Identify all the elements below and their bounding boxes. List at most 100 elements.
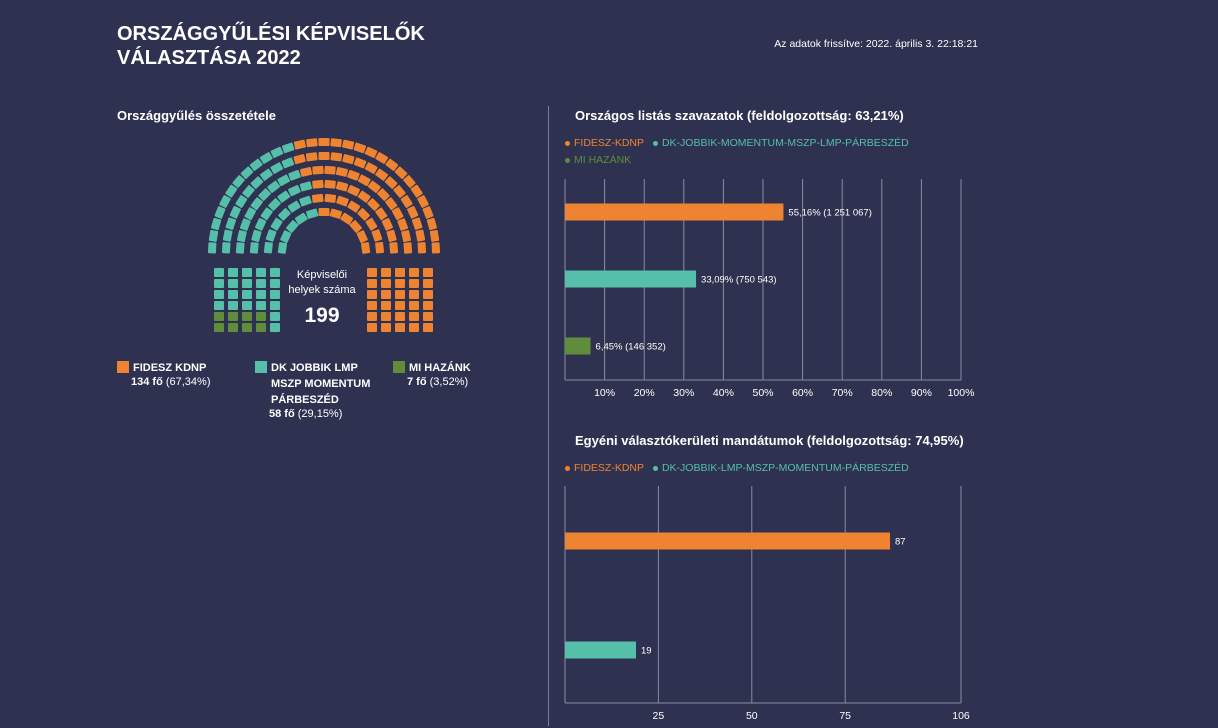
parliament-seat xyxy=(214,323,224,332)
parliament-seat xyxy=(423,268,433,277)
parliament-seat xyxy=(377,188,390,201)
parliament-seat xyxy=(214,290,224,299)
parliament-seat xyxy=(214,268,224,277)
parliament-seat xyxy=(394,166,408,179)
parliament-seat xyxy=(381,312,391,321)
parliament-seat xyxy=(371,229,383,242)
parliament-seat xyxy=(214,312,224,321)
parliament-seat xyxy=(417,195,429,208)
parliament-seat xyxy=(305,152,318,162)
parliament-seat xyxy=(381,218,394,231)
parliament-seat xyxy=(256,279,266,288)
parliament-seat xyxy=(353,157,367,169)
parliament-seat xyxy=(395,312,405,321)
parliament-seat xyxy=(385,158,399,171)
x-tick-label: 100% xyxy=(948,387,975,399)
parliament-seat xyxy=(242,290,252,299)
parliament-seat xyxy=(365,217,378,231)
parliament-seat xyxy=(367,312,377,321)
x-tick-label: 75 xyxy=(839,710,851,722)
parliament-seat xyxy=(393,185,406,198)
parliament-seat xyxy=(410,184,423,198)
parliament-seat xyxy=(409,323,419,332)
legend-dot xyxy=(565,465,570,471)
bar-data-label: 55,16% (1 251 067) xyxy=(788,208,871,219)
parliament-hemicycle-chart xyxy=(207,138,441,332)
parliament-seat xyxy=(411,217,423,230)
parliament-seat xyxy=(381,268,391,277)
parliament-seat xyxy=(228,323,238,332)
parliament-title: Országgyűlés összetétele xyxy=(117,108,276,123)
parliament-seat xyxy=(277,174,291,187)
parliament-seat xyxy=(256,323,266,332)
parliament-seat xyxy=(235,242,245,254)
parliament-seat xyxy=(265,229,277,242)
parliament-seat xyxy=(214,279,224,288)
parliament-seat xyxy=(367,290,377,299)
page-title: ORSZÁGGYŰLÉSI KÉPVISELŐK VÁLASZTÁSA 2022 xyxy=(117,22,425,70)
parliament-seat xyxy=(256,312,266,321)
list-votes-chart-legend: FIDESZ-KDNP DK-JOBBIK-MOMENTUM-MSZP-LMP-… xyxy=(565,135,945,169)
parliament-seat xyxy=(330,138,342,148)
parliament-seat xyxy=(306,138,318,148)
parliament-seat xyxy=(225,217,237,230)
parliament-seat xyxy=(258,188,271,201)
parliament-seat xyxy=(260,207,273,221)
parliament-seat xyxy=(423,301,433,310)
legend-name-fidesz: FIDESZ KDNP xyxy=(133,362,207,374)
legend-swatch-opposition xyxy=(255,361,267,373)
parliament-seat xyxy=(395,301,405,310)
district-mandates-chart-legend: FIDESZ-KDNP DK-JOBBIK-LMP-MSZP-MOMENTUM-… xyxy=(565,460,945,477)
parliament-seat xyxy=(207,242,217,254)
parliament-seat xyxy=(240,166,254,179)
legend-item-fidesz: FIDESZ KDNP 134 fő (67,34%) xyxy=(117,360,247,400)
parliament-seat xyxy=(299,195,312,207)
parliament-seat xyxy=(229,205,241,219)
parliament-seat xyxy=(329,208,342,219)
parliament-seat xyxy=(277,242,288,254)
parliament-seat xyxy=(381,290,391,299)
parliament-seat xyxy=(423,323,433,332)
parliament-seat xyxy=(356,230,368,243)
parliament-seat xyxy=(364,146,378,159)
parliament-seat xyxy=(256,301,266,310)
x-tick-label: 40% xyxy=(713,387,734,399)
parliament-seat xyxy=(267,180,281,193)
parliament-seat xyxy=(375,168,389,181)
parliament-seat xyxy=(347,184,360,197)
parliament-seat xyxy=(389,242,399,254)
parliament-seat xyxy=(375,241,385,254)
parliament-seat xyxy=(367,198,380,211)
parliament-seat xyxy=(237,230,247,243)
legend-label: DK-JOBBIK-MOMENTUM-MSZP-LMP-PÁRBESZÉD xyxy=(661,137,909,149)
legend-name-mi-hazank: MI HAZÁNK xyxy=(409,362,471,374)
legend-count-fidesz: 134 fő (67,34%) xyxy=(131,376,211,388)
parliament-seat xyxy=(409,290,419,299)
parliament-seat xyxy=(381,323,391,332)
parliament-seat xyxy=(278,208,291,221)
x-tick-label: 20% xyxy=(634,387,655,399)
x-tick-label: 50 xyxy=(746,710,758,722)
x-tick-label: 50% xyxy=(752,387,773,399)
page-title-line-1: ORSZÁGGYŰLÉSI KÉPVISELŐK xyxy=(117,23,425,45)
x-tick-label: 70% xyxy=(832,387,853,399)
parliament-seat xyxy=(415,229,426,242)
parliament-seat xyxy=(381,279,391,288)
parliament-seat xyxy=(349,220,362,233)
parliament-seat xyxy=(409,279,419,288)
parliament-seat xyxy=(367,279,377,288)
parliament-seat xyxy=(287,200,301,213)
parliament-seat xyxy=(244,207,257,221)
parliament-seat xyxy=(270,290,280,299)
parliament-seat xyxy=(228,290,238,299)
bar-data-label: 33,09% (750 543) xyxy=(701,275,777,286)
legend-entry-fidesz-kdnp: FIDESZ-KDNP xyxy=(565,137,644,149)
parliament-seat xyxy=(426,217,437,231)
list-votes-bar-chart: 10% 20% 30% 40% 50% 60% 70% 80% 90% 100% 55,16% (1… xyxy=(564,179,975,399)
parliament-seat xyxy=(403,242,413,254)
parliament-seat xyxy=(353,142,367,154)
legend-dot xyxy=(652,465,658,471)
x-tick-label: 80% xyxy=(871,387,892,399)
legend-label: FIDESZ-KDNP xyxy=(574,462,645,474)
parliament-seat xyxy=(219,195,231,208)
